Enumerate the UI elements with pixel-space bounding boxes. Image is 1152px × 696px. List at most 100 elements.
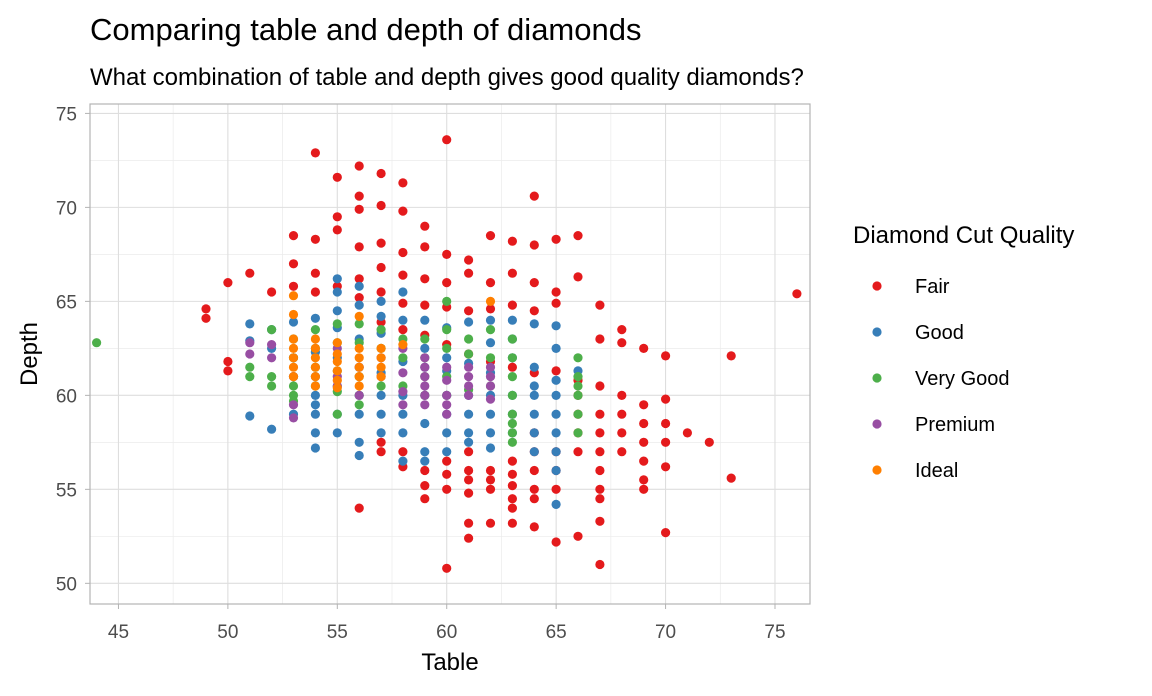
data-point bbox=[420, 221, 430, 231]
data-point bbox=[420, 343, 430, 353]
legend-label: Ideal bbox=[915, 460, 958, 482]
data-point bbox=[507, 390, 517, 400]
data-point bbox=[376, 409, 386, 419]
data-point bbox=[420, 274, 430, 284]
data-point bbox=[332, 212, 342, 222]
data-point bbox=[310, 334, 320, 344]
x-tick-label: 70 bbox=[655, 622, 676, 643]
data-point bbox=[442, 456, 452, 466]
data-point bbox=[551, 447, 561, 457]
data-point bbox=[617, 447, 627, 457]
panel-border bbox=[89, 103, 811, 605]
y-tick-label: 70 bbox=[56, 198, 77, 219]
data-point bbox=[464, 349, 474, 359]
data-point bbox=[332, 366, 342, 376]
data-point bbox=[420, 400, 430, 410]
data-point bbox=[485, 304, 496, 314]
data-point bbox=[376, 262, 386, 273]
data-point bbox=[245, 349, 255, 359]
data-point bbox=[529, 494, 539, 504]
data-point bbox=[332, 274, 342, 284]
data-point bbox=[420, 242, 430, 252]
data-point bbox=[617, 409, 627, 419]
data-point bbox=[464, 447, 474, 457]
data-point bbox=[376, 437, 386, 447]
data-point bbox=[507, 334, 517, 344]
data-point bbox=[573, 353, 583, 363]
data-point bbox=[288, 259, 299, 269]
data-point bbox=[332, 225, 342, 235]
data-point bbox=[464, 409, 474, 419]
data-point bbox=[661, 394, 671, 404]
data-point bbox=[310, 343, 320, 353]
data-point bbox=[464, 317, 474, 327]
data-point bbox=[595, 447, 605, 457]
data-point bbox=[354, 300, 364, 310]
x-tick-label: 65 bbox=[546, 622, 567, 643]
data-point bbox=[420, 447, 430, 457]
data-point bbox=[376, 428, 386, 438]
data-point bbox=[442, 390, 452, 400]
data-point bbox=[354, 400, 364, 410]
data-point bbox=[726, 473, 736, 483]
series-very-good bbox=[92, 296, 583, 447]
data-point bbox=[354, 161, 364, 171]
data-point bbox=[442, 353, 452, 363]
series-ideal bbox=[288, 291, 496, 393]
data-point bbox=[354, 343, 364, 353]
data-point bbox=[639, 475, 649, 485]
data-point bbox=[398, 456, 408, 466]
data-point bbox=[639, 400, 649, 410]
data-point bbox=[354, 319, 364, 329]
data-point bbox=[507, 353, 517, 363]
legend-key bbox=[872, 465, 882, 475]
data-point bbox=[398, 428, 408, 438]
data-point bbox=[354, 191, 364, 201]
data-point bbox=[442, 563, 452, 573]
data-point bbox=[310, 372, 320, 382]
data-point bbox=[661, 462, 671, 472]
y-tick-label: 55 bbox=[56, 480, 77, 501]
data-point bbox=[310, 268, 320, 278]
data-point bbox=[551, 409, 561, 419]
data-point bbox=[485, 428, 496, 438]
data-point bbox=[704, 437, 714, 447]
data-point bbox=[617, 428, 627, 438]
data-point bbox=[595, 428, 605, 438]
data-point bbox=[595, 465, 605, 476]
data-point bbox=[464, 488, 474, 498]
data-point bbox=[442, 249, 452, 259]
data-points bbox=[92, 135, 802, 573]
data-point bbox=[485, 353, 496, 363]
data-point bbox=[551, 375, 561, 385]
data-point bbox=[376, 381, 386, 391]
data-point bbox=[376, 447, 386, 457]
data-point bbox=[376, 362, 386, 372]
data-point bbox=[595, 409, 605, 419]
data-point bbox=[354, 372, 364, 382]
data-point bbox=[376, 353, 386, 363]
data-point bbox=[398, 247, 408, 258]
data-point bbox=[398, 178, 408, 188]
data-point bbox=[420, 481, 430, 491]
data-point bbox=[442, 428, 452, 438]
data-point bbox=[267, 325, 277, 335]
data-point bbox=[595, 484, 605, 494]
data-point bbox=[573, 272, 583, 282]
legend-key bbox=[872, 281, 882, 291]
data-point bbox=[310, 353, 320, 363]
data-point bbox=[551, 390, 561, 400]
data-point bbox=[376, 238, 386, 248]
data-point bbox=[310, 148, 320, 158]
data-point bbox=[354, 390, 364, 400]
data-point bbox=[529, 362, 539, 372]
data-point bbox=[267, 381, 277, 391]
data-point bbox=[420, 315, 430, 325]
legend-label: Good bbox=[915, 322, 964, 344]
data-point bbox=[639, 343, 649, 353]
data-point bbox=[288, 317, 299, 327]
data-point bbox=[376, 200, 386, 211]
data-point bbox=[420, 372, 430, 382]
data-point bbox=[420, 381, 430, 391]
